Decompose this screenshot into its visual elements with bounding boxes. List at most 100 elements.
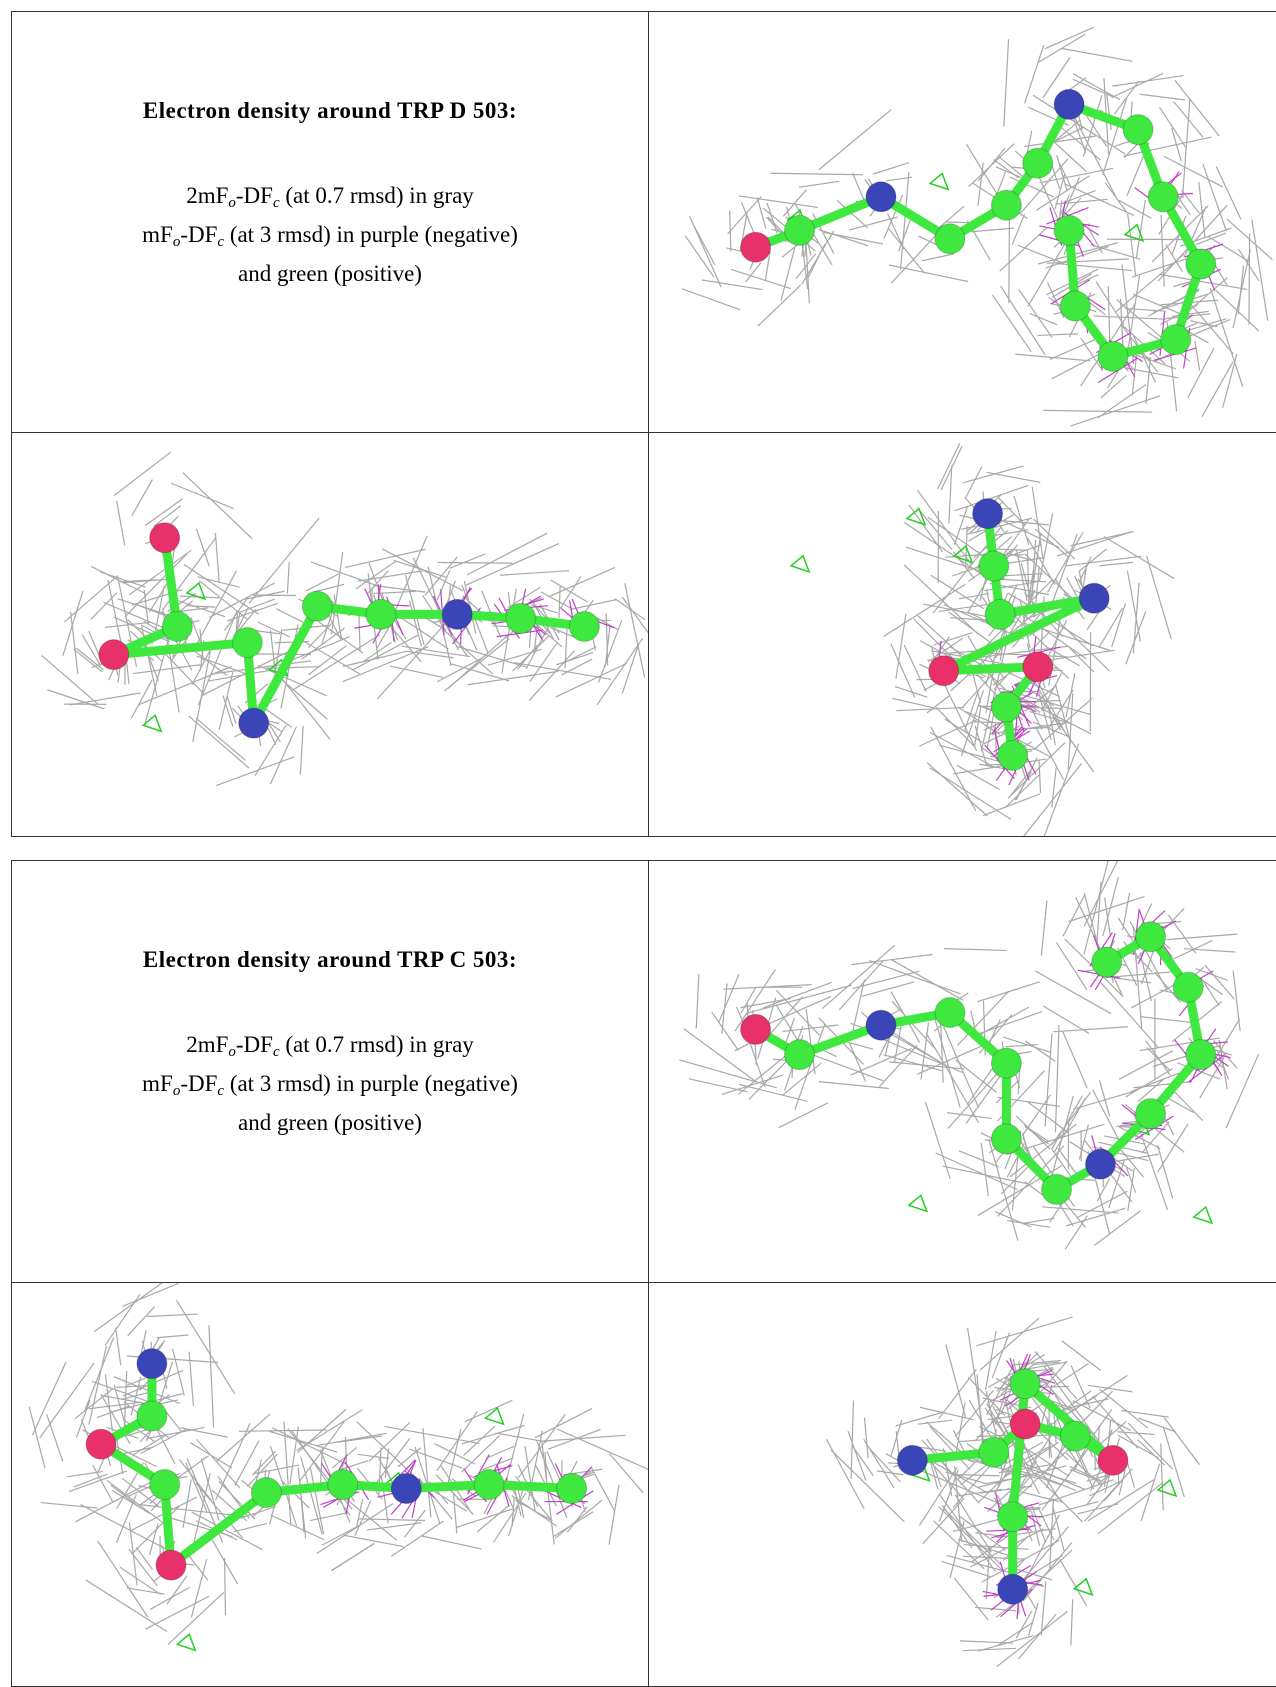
atom	[1023, 652, 1053, 682]
atom	[1098, 1445, 1128, 1475]
figure-table: Electron density around TRP C 503:2mFo-D…	[11, 860, 1276, 1687]
mesh-line	[114, 452, 171, 495]
mesh-line	[1018, 1614, 1056, 1659]
subscript: o	[228, 1044, 236, 1060]
mesh-line	[971, 228, 1014, 232]
mesh-line	[423, 1428, 431, 1518]
mesh-line	[1203, 164, 1226, 231]
mesh-line	[47, 690, 104, 709]
mesh-line	[853, 173, 865, 202]
mesh-line	[1127, 571, 1140, 642]
mesh-line	[358, 571, 423, 581]
mesh-positive	[485, 1408, 503, 1424]
table-cell	[649, 1283, 1276, 1687]
mesh-line	[225, 1558, 226, 1615]
mesh-line	[1021, 1218, 1054, 1223]
mesh-line	[1083, 95, 1102, 156]
mesh-line	[82, 635, 100, 666]
mesh-line	[689, 1079, 747, 1092]
mesh-line	[145, 499, 182, 526]
mesh-line	[132, 480, 153, 516]
caption-line: 2mFo-DFc (at 0.7 rmsd) in gray	[12, 1025, 648, 1064]
mesh-line	[332, 552, 343, 634]
mesh-line	[290, 1427, 299, 1484]
mesh-line	[1024, 1515, 1059, 1583]
mesh-line	[694, 227, 714, 265]
mesh-line	[567, 1506, 587, 1532]
atom	[998, 1502, 1028, 1532]
mesh-line	[1117, 1432, 1154, 1435]
mesh-line	[71, 612, 78, 674]
mesh-line	[839, 961, 883, 1010]
mesh-positive	[143, 715, 161, 731]
mesh-line	[873, 163, 909, 174]
mesh-line	[741, 988, 756, 1014]
mesh-line	[227, 603, 278, 621]
mesh-line	[1042, 1207, 1118, 1213]
mesh-line	[757, 198, 766, 229]
text-run: 2mF	[186, 183, 228, 208]
mesh-line	[1035, 971, 1111, 1014]
atom	[150, 523, 180, 553]
mesh-line	[939, 1494, 995, 1572]
caption: Electron density around TRP D 503:2mFo-D…	[12, 98, 648, 293]
table-cell	[12, 433, 649, 837]
mesh-line	[1065, 1216, 1087, 1250]
mesh-line	[1005, 774, 1040, 808]
atom	[784, 215, 814, 245]
mesh-line	[1105, 897, 1111, 934]
mesh-line	[128, 1307, 155, 1336]
mesh-line	[1123, 893, 1130, 930]
mesh-line	[957, 765, 1000, 789]
mesh-line	[739, 196, 818, 207]
mesh-line	[956, 1060, 997, 1093]
mesh-line	[93, 1465, 114, 1503]
mesh-line	[1057, 532, 1131, 556]
mesh-line	[1112, 603, 1126, 646]
mesh-line	[981, 1143, 988, 1196]
text-run: (at 3 rmsd) in purple (negative)	[224, 1071, 518, 1096]
mesh-line	[702, 280, 762, 290]
mesh-line	[377, 624, 445, 699]
mesh-line	[1096, 282, 1124, 325]
mesh-line	[545, 1452, 547, 1484]
mesh-line	[1053, 1027, 1128, 1032]
mesh-line	[1065, 184, 1134, 216]
mesh-line	[298, 1409, 346, 1452]
mesh-line	[116, 1386, 146, 1388]
mesh-line	[1043, 410, 1152, 412]
mesh-line	[438, 562, 513, 563]
mesh-line	[41, 1503, 98, 1509]
mesh-positive	[907, 509, 925, 525]
atom	[99, 640, 129, 670]
mesh-line	[201, 1458, 219, 1520]
caption-line: 2mFo-DFc (at 0.7 rmsd) in gray	[12, 176, 648, 215]
mesh-line	[819, 110, 891, 170]
mesh-line	[1195, 341, 1200, 371]
mesh-line	[171, 483, 233, 508]
mesh-line	[1167, 1097, 1194, 1112]
subscript: c	[273, 1044, 280, 1060]
mesh-line	[209, 1325, 214, 1427]
mesh-line	[1045, 1034, 1052, 1127]
mesh-line	[500, 571, 569, 576]
mesh-line	[822, 945, 894, 1008]
mesh-line	[1050, 650, 1115, 660]
table-cell	[649, 433, 1276, 837]
mesh-positive	[909, 1195, 927, 1211]
density-image	[649, 433, 1276, 836]
text-run: (at 0.7 rmsd) in gray	[280, 1032, 474, 1057]
atom	[973, 499, 1003, 529]
mesh-line	[682, 289, 740, 310]
mesh-line	[944, 949, 1007, 951]
mesh-line	[1167, 934, 1238, 939]
mesh-line	[1099, 608, 1123, 648]
mesh-line	[1133, 294, 1185, 316]
mesh-line	[625, 583, 645, 678]
mesh-line	[1164, 1418, 1199, 1465]
atom	[897, 1445, 927, 1475]
atom	[1123, 115, 1153, 145]
mesh-line	[529, 651, 574, 701]
mesh-line	[1160, 107, 1186, 147]
